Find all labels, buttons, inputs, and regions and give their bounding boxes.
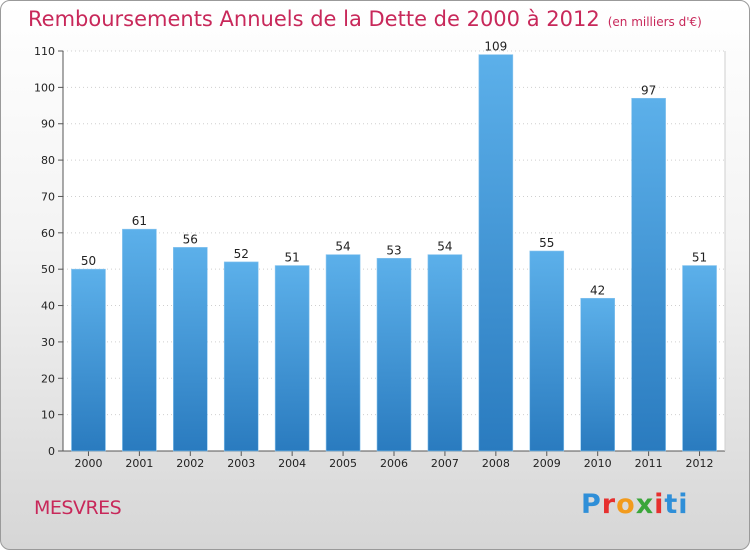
data-label-2011: 97 — [641, 83, 656, 97]
data-label-2005: 54 — [335, 240, 350, 254]
bar-2005 — [325, 254, 361, 452]
data-label-2008: 109 — [484, 40, 507, 54]
data-label-2012: 51 — [692, 251, 707, 265]
y-tick-label: 20 — [41, 372, 55, 385]
x-tick-label-2004: 2004 — [278, 457, 306, 470]
bar-2004 — [274, 265, 310, 452]
y-tick-label: 100 — [34, 81, 55, 94]
y-tick-label: 80 — [41, 154, 55, 167]
bar-2007 — [427, 254, 463, 452]
y-tick-label: 110 — [34, 45, 55, 58]
bar-2002 — [173, 247, 208, 452]
y-tick-label: 50 — [41, 263, 55, 276]
x-tick-label-2001: 2001 — [125, 457, 153, 470]
data-label-2007: 54 — [437, 240, 452, 254]
y-tick-label: 10 — [41, 409, 55, 422]
data-label-2000: 50 — [81, 254, 96, 268]
data-label-2002: 56 — [183, 232, 198, 246]
x-tick-label-2011: 2011 — [635, 457, 663, 470]
bar-2006 — [376, 257, 412, 452]
data-label-2003: 52 — [234, 247, 249, 261]
bar-2003 — [223, 261, 259, 452]
commune-name: MESVRES — [34, 497, 122, 519]
x-tick-label-2002: 2002 — [176, 457, 204, 470]
x-tick-label-2012: 2012 — [686, 457, 714, 470]
bar-2001 — [122, 228, 157, 452]
bar-2000 — [71, 268, 106, 452]
data-label-2009: 55 — [539, 236, 554, 250]
bar-2009 — [529, 250, 565, 452]
y-tick-label: 30 — [41, 336, 55, 349]
x-tick-label-2003: 2003 — [227, 457, 255, 470]
x-tick-label-2006: 2006 — [380, 457, 408, 470]
data-label-2006: 53 — [386, 243, 401, 257]
data-label-2010: 42 — [590, 283, 605, 297]
x-tick-label-2009: 2009 — [533, 457, 561, 470]
bar-2008 — [478, 54, 514, 452]
chart-unit: (en milliers d'€) — [607, 15, 702, 29]
data-label-2004: 51 — [285, 251, 300, 265]
x-tick-label-2007: 2007 — [431, 457, 459, 470]
bar-2011 — [631, 97, 666, 452]
y-tick-label: 0 — [48, 445, 55, 458]
data-label-2001: 61 — [132, 214, 147, 228]
chart-title: Remboursements Annuels de la Dette de 20… — [28, 7, 702, 31]
x-tick-label-2000: 2000 — [74, 457, 102, 470]
y-tick-label: 90 — [41, 118, 55, 131]
chart-title-text: Remboursements Annuels de la Dette de 20… — [28, 7, 600, 31]
y-tick-label: 70 — [41, 190, 55, 203]
x-tick-label-2010: 2010 — [584, 457, 612, 470]
bar-2010 — [580, 297, 615, 452]
y-tick-label: 60 — [41, 227, 55, 240]
proxiti-logo[interactable]: Proxiti — [581, 489, 689, 520]
bar-2012 — [682, 265, 717, 452]
x-tick-label-2008: 2008 — [482, 457, 510, 470]
y-tick-label: 40 — [41, 300, 55, 313]
x-tick-label-2005: 2005 — [329, 457, 357, 470]
